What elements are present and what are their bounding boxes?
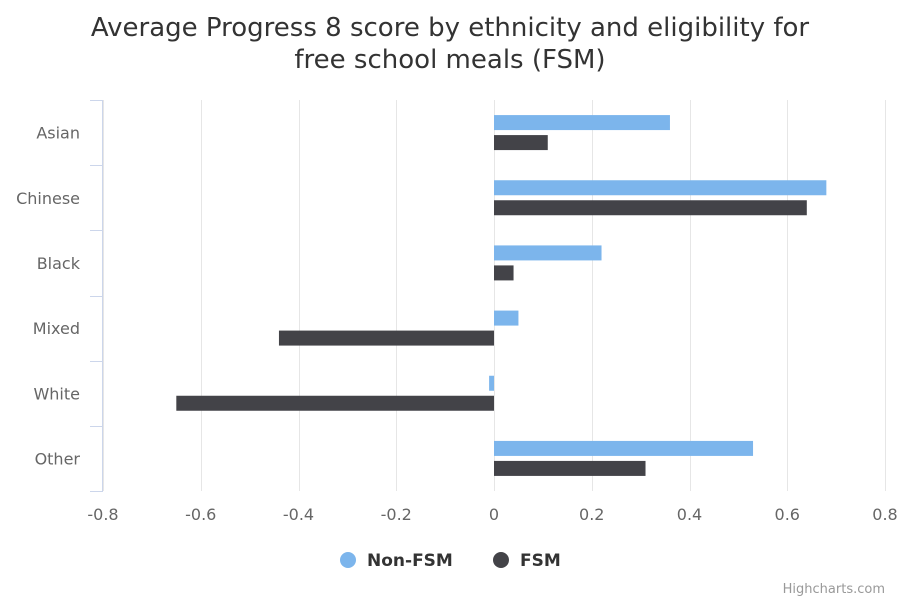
category-label: Mixed <box>33 319 80 338</box>
bar-fsm-other[interactable] <box>494 460 646 476</box>
legend: Non-FSM FSM <box>340 551 561 571</box>
bar-fsm-chinese[interactable] <box>494 200 807 216</box>
bar-non-fsm-other[interactable] <box>494 440 754 456</box>
bar-fsm-white[interactable] <box>176 395 494 411</box>
value-tick-label: 0.4 <box>677 505 702 524</box>
bar-non-fsm-chinese[interactable] <box>494 180 827 196</box>
legend-marker <box>340 552 356 568</box>
value-tick-label: 0 <box>489 505 499 524</box>
category-label: Asian <box>36 124 80 143</box>
legend-label: FSM <box>520 551 561 571</box>
legend-item-fsm[interactable]: FSM <box>493 551 561 571</box>
value-tick-label: -0.4 <box>283 505 314 524</box>
legend-marker <box>493 552 509 568</box>
bar-fsm-mixed[interactable] <box>278 330 494 346</box>
credits-link[interactable]: Highcharts.com <box>783 582 885 597</box>
bar-non-fsm-asian[interactable] <box>494 115 670 131</box>
value-tick-label: -0.2 <box>381 505 412 524</box>
category-label: Black <box>37 254 81 273</box>
chart-title-line-1: Average Progress 8 score by ethnicity an… <box>91 13 810 43</box>
value-tick-label: 0.8 <box>872 505 897 524</box>
bar-non-fsm-mixed[interactable] <box>494 310 519 326</box>
bar-non-fsm-black[interactable] <box>494 245 602 261</box>
category-label: Chinese <box>16 189 80 208</box>
legend-item-non-fsm[interactable]: Non-FSM <box>340 551 453 571</box>
value-tick-label: 0.6 <box>775 505 800 524</box>
value-tick-label: 0.2 <box>579 505 604 524</box>
bar-fsm-black[interactable] <box>494 265 514 281</box>
chart-title-line-2: free school meals (FSM) <box>294 45 605 75</box>
legend-label: Non-FSM <box>367 551 453 571</box>
value-tick-label: -0.6 <box>185 505 216 524</box>
gridlines <box>103 100 886 491</box>
category-label: White <box>33 384 80 403</box>
category-label: Other <box>35 449 81 468</box>
bar-non-fsm-white[interactable] <box>489 375 494 391</box>
value-tick-label: -0.8 <box>87 505 118 524</box>
value-axis: -0.8 -0.6 -0.4 -0.2 0 0.2 0.4 0.6 0.8 <box>87 505 897 524</box>
bars <box>176 115 827 476</box>
bar-fsm-asian[interactable] <box>494 135 548 151</box>
category-axis: Asian Chinese Black Mixed White Other <box>16 100 103 492</box>
